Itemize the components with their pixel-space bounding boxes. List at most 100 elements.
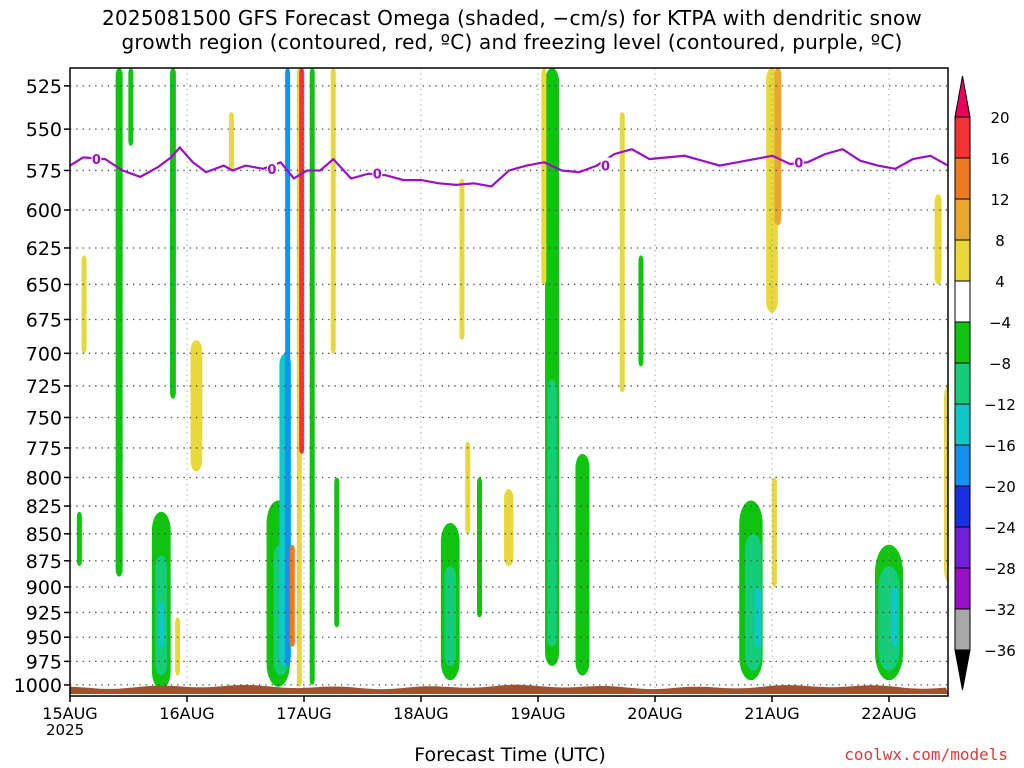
omega-feature-46 [1001, 68, 1010, 112]
y-tick-label-975: 975 [26, 651, 62, 673]
y-tick-label-750: 750 [26, 407, 62, 429]
colorbar-box-6 [954, 362, 971, 405]
omega-feature-4 [170, 68, 176, 399]
omega-feature-14 [285, 68, 291, 667]
x-tick-label-21AUG: 21AUG [744, 704, 799, 723]
terrain-surface [70, 684, 948, 694]
colorbar-box-7 [954, 403, 971, 446]
omega-feature-23 [465, 441, 471, 534]
colorbar-label-2: 12 [990, 191, 1009, 209]
freezing-level-line [69, 145, 949, 188]
x-tick-label-17AUG: 17AUG [276, 704, 331, 723]
freezing-level-label-4: 0 [794, 156, 803, 171]
freezing-level-label-3: 0 [601, 160, 610, 175]
omega-feature-2 [128, 68, 134, 146]
colorbar-box-10 [954, 526, 971, 569]
x-axis-ticks: 15AUG 16AUG 17AUG 18AUG 19AUG 20AUG 21AUG 22AUG [42, 696, 917, 723]
omega-feature-10 [228, 112, 234, 171]
y-tick-label-950: 950 [26, 627, 62, 649]
y-tick-label-925: 925 [26, 602, 62, 624]
colorbar: 20 16 12 8 4 −4 −8 −12 −16 −20 −24 −28 −32 −36 [954, 75, 1016, 691]
omega-feature-45 [934, 194, 942, 285]
omega-feature-15 [289, 544, 295, 647]
colorbar-label-5: −4 [989, 314, 1011, 332]
colorbar-box-0 [954, 116, 971, 159]
colorbar-label-7: −12 [984, 396, 1016, 414]
plot-area [70, 68, 948, 696]
y-tick-label-550: 550 [26, 119, 62, 141]
freezing-label-bg-0 [91, 151, 102, 167]
colorbar-label-4: 4 [995, 273, 1005, 291]
omega-feature-31 [619, 112, 625, 393]
x-tick-label-18AUG: 18AUG [393, 704, 448, 723]
credit-text[interactable]: coolwx.com/models [844, 745, 1008, 764]
y-tick-label-675: 675 [26, 310, 62, 332]
chart-title: 2025081500 GFS Forecast Omega (shaded, −… [0, 6, 1024, 54]
colorbar-label-10: −24 [984, 519, 1016, 537]
colorbar-top-arrow [954, 75, 971, 118]
omega-feature-32 [638, 255, 644, 367]
y-tick-label-525: 525 [26, 76, 62, 98]
colorbar-label-6: −8 [989, 355, 1011, 373]
omega-feature-22 [444, 566, 457, 667]
y-axis-ticks: 525 550 575 600 625 650 675 700 725 750 775 800 825 8… [14, 76, 70, 697]
y-tick-label-875: 875 [26, 551, 62, 573]
colorbar-bottom-arrow [954, 649, 971, 691]
omega-feature-29 [575, 453, 590, 676]
omega-feature-1 [76, 511, 82, 567]
colorbar-box-8 [954, 444, 971, 487]
freezing-level-label-1: 0 [267, 163, 276, 178]
colorbar-box-4 [954, 280, 971, 323]
y-tick-label-700: 700 [26, 343, 62, 365]
colorbar-label-1: 16 [990, 150, 1009, 168]
omega-feature-30 [541, 68, 547, 285]
omega-feature-0 [115, 68, 123, 577]
y-tick-label-625: 625 [26, 238, 62, 260]
freezing-label-bg-4 [793, 154, 804, 170]
y-tick-label-825: 825 [26, 496, 62, 518]
omega-feature-37 [774, 68, 782, 226]
colorbar-box-11 [954, 567, 971, 610]
omega-feature-25 [459, 178, 465, 340]
plot-background [70, 68, 948, 696]
plot-frame [69, 67, 949, 697]
x-tick-label-22AUG: 22AUG [861, 704, 916, 723]
freezing-level-label-2: 0 [373, 168, 382, 183]
colorbar-label-8: −16 [984, 437, 1016, 455]
omega-feature-8 [175, 617, 181, 676]
colorbar-box-2 [954, 198, 971, 241]
colorbar-label-0: 20 [990, 109, 1009, 127]
omega-feature-9 [190, 339, 203, 472]
omega-feature-3 [81, 255, 87, 354]
colorbar-box-5 [954, 321, 971, 364]
y-tick-label-1000: 1000 [14, 675, 62, 697]
x-tick-label-16AUG: 16AUG [159, 704, 214, 723]
x-tick-label-20AUG: 20AUG [627, 704, 682, 723]
colorbar-box-3 [954, 239, 971, 282]
freezing-label-bg-2 [372, 165, 383, 181]
x-tick-label-15AUG: 15AUG [42, 704, 97, 723]
omega-feature-20 [334, 477, 340, 628]
colorbar-box-1 [954, 157, 971, 200]
y-tick-label-900: 900 [26, 577, 62, 599]
y-tick-label-725: 725 [26, 376, 62, 398]
colorbar-box-9 [954, 485, 971, 528]
omega-feature-24 [477, 477, 482, 618]
omega-feature-19 [330, 68, 336, 354]
omega-feature-7 [158, 602, 165, 647]
x-axis-year-label: 2025 [46, 721, 85, 739]
freezing-label-bg-3 [600, 157, 611, 173]
colorbar-label-11: −28 [984, 560, 1016, 578]
terrain-band [70, 684, 948, 694]
omega-shading [76, 68, 1010, 690]
x-axis-label: Forecast Time (UTC) [414, 744, 606, 766]
plot-border [69, 67, 949, 697]
colorbar-label-13: −36 [984, 642, 1016, 660]
omega-feature-28 [547, 379, 557, 647]
y-tick-label-600: 600 [26, 200, 62, 222]
x-tick-label-19AUG: 19AUG [510, 704, 565, 723]
omega-feature-26 [504, 489, 514, 567]
colorbar-box-12 [954, 608, 971, 651]
y-tick-label-650: 650 [26, 274, 62, 296]
